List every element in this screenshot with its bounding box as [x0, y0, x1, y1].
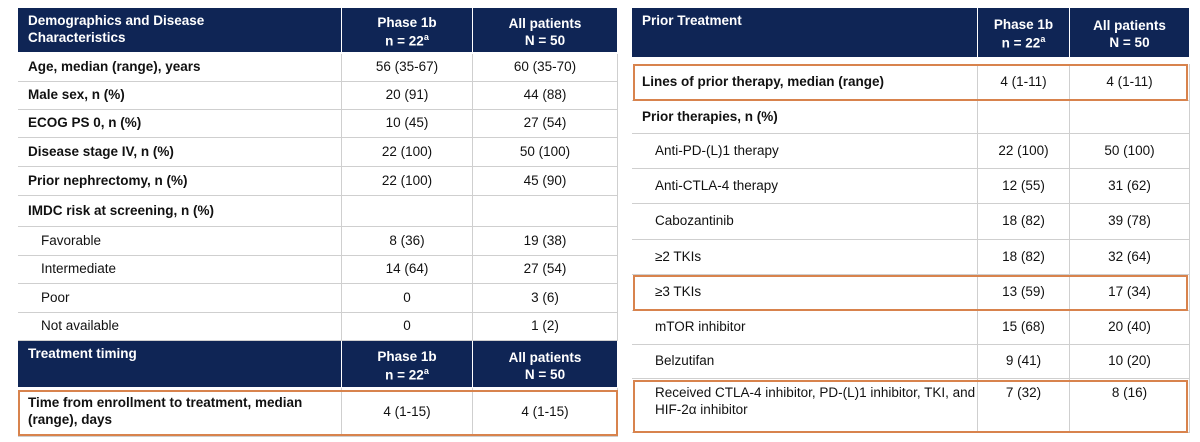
- value-cell: 17 (34): [1070, 275, 1190, 311]
- row-label: Prior therapies, n (%): [632, 101, 978, 134]
- value-cell: 14 (64): [342, 256, 473, 284]
- value-cell: [978, 101, 1070, 134]
- row-label: Poor: [18, 284, 342, 313]
- value-cell: 56 (35-67): [342, 54, 473, 82]
- header-line: n = 22a: [1002, 34, 1046, 52]
- header-cell: All patients N = 50: [473, 341, 618, 388]
- header-line: N = 50: [525, 367, 565, 384]
- value-cell: 27 (54): [473, 110, 618, 138]
- header-cell: Phase 1b n = 22a: [342, 8, 473, 53]
- header-cell: Phase 1b n = 22a: [342, 341, 473, 388]
- row-label: IMDC risk at screening, n (%): [18, 196, 342, 227]
- value-cell: 18 (82): [978, 240, 1070, 275]
- value-cell: 50 (100): [473, 138, 618, 167]
- value-cell: 4 (1-15): [342, 388, 473, 437]
- value-cell: 18 (82): [978, 204, 1070, 240]
- header-text: n = 22: [1001, 35, 1041, 51]
- value-cell: 7 (32): [978, 379, 1070, 433]
- header-line: n = 22a: [385, 366, 429, 384]
- value-cell: 4 (1-11): [1070, 64, 1190, 101]
- value-cell: 19 (38): [473, 227, 618, 256]
- row-label: Not available: [18, 313, 342, 341]
- value-cell: 20 (91): [342, 82, 473, 110]
- value-cell: 27 (54): [473, 256, 618, 284]
- row-label: Time from enrollment to treatment, media…: [18, 388, 342, 437]
- row-label: ≥3 TKIs: [632, 275, 978, 311]
- superscript: a: [423, 365, 429, 376]
- value-cell: 8 (16): [1070, 379, 1190, 433]
- value-cell: 10 (45): [342, 110, 473, 138]
- row-label: Lines of prior therapy, median (range): [632, 64, 978, 101]
- row-label: Anti-PD-(L)1 therapy: [632, 134, 978, 169]
- value-cell: 8 (36): [342, 227, 473, 256]
- value-cell: 22 (100): [342, 138, 473, 167]
- value-cell: 15 (68): [978, 311, 1070, 345]
- header-cell: Demographics and Disease Characteristics: [18, 8, 342, 53]
- header-line: Phase 1b: [377, 14, 437, 30]
- value-cell: 44 (88): [473, 82, 618, 110]
- value-cell: 39 (78): [1070, 204, 1190, 240]
- row-label: ECOG PS 0, n (%): [18, 110, 342, 138]
- header-text: N = 50: [524, 32, 566, 48]
- value-cell: 31 (62): [1070, 169, 1190, 204]
- value-cell: 45 (90): [473, 167, 618, 196]
- header-cell: Prior Treatment: [632, 8, 978, 58]
- header-text: N = 50: [524, 366, 566, 382]
- header-text: N = 50: [1109, 35, 1150, 50]
- row-label: Received CTLA-4 inhibitor, PD-(L)1 inhib…: [632, 379, 978, 433]
- header-cell: All patients N = 50: [473, 8, 618, 53]
- value-cell: [473, 196, 618, 227]
- header-line: Phase 1b: [993, 17, 1054, 33]
- value-cell: 13 (59): [978, 275, 1070, 311]
- value-cell: 0: [342, 313, 473, 341]
- value-cell: [342, 196, 473, 227]
- header-line: Phase 1b: [377, 348, 437, 364]
- header-line: n = 22a: [385, 32, 429, 50]
- row-label: Belzutifan: [632, 345, 978, 379]
- row-label: Cabozantinib: [632, 204, 978, 240]
- header-cell: All patients N = 50: [1070, 8, 1190, 58]
- row-label: Prior nephrectomy, n (%): [18, 167, 342, 196]
- value-cell: 4 (1-15): [473, 388, 618, 437]
- value-cell: 4 (1-11): [978, 64, 1070, 101]
- value-cell: 12 (55): [978, 169, 1070, 204]
- value-cell: 3 (6): [473, 284, 618, 313]
- header-line: All patients: [1093, 18, 1166, 34]
- row-label: Anti-CTLA-4 therapy: [632, 169, 978, 204]
- header-cell: Phase 1b n = 22a: [978, 8, 1070, 58]
- row-label: Favorable: [18, 227, 342, 256]
- header-line: All patients: [508, 349, 582, 365]
- header-cell: Treatment timing: [18, 341, 342, 388]
- value-cell: 0: [342, 284, 473, 313]
- header-text: n = 22: [385, 33, 424, 49]
- value-cell: 20 (40): [1070, 311, 1190, 345]
- header-line: N = 50: [1109, 35, 1149, 52]
- value-cell: 9 (41): [978, 345, 1070, 379]
- value-cell: 50 (100): [1070, 134, 1190, 169]
- value-cell: 22 (100): [342, 167, 473, 196]
- value-cell: 32 (64): [1070, 240, 1190, 275]
- superscript: a: [1040, 34, 1046, 45]
- row-label: Age, median (range), years: [18, 54, 342, 82]
- value-cell: 10 (20): [1070, 345, 1190, 379]
- value-cell: [1070, 101, 1190, 134]
- row-label: Intermediate: [18, 256, 342, 284]
- row-label: mTOR inhibitor: [632, 311, 978, 345]
- superscript: a: [423, 31, 429, 42]
- header-line: All patients: [508, 15, 582, 31]
- row-label: Male sex, n (%): [18, 82, 342, 110]
- value-cell: 60 (35-70): [473, 54, 618, 82]
- row-label: Disease stage IV, n (%): [18, 138, 342, 167]
- header-text: n = 22: [385, 367, 424, 383]
- header-line: N = 50: [525, 33, 565, 50]
- row-label: ≥2 TKIs: [632, 240, 978, 275]
- value-cell: 1 (2): [473, 313, 618, 341]
- value-cell: 22 (100): [978, 134, 1070, 169]
